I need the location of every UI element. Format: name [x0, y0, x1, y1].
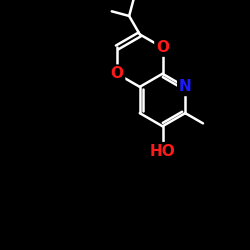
Text: N: N — [179, 80, 192, 94]
Text: O: O — [110, 66, 124, 81]
Text: O: O — [156, 40, 169, 55]
Text: HO: HO — [150, 144, 176, 159]
